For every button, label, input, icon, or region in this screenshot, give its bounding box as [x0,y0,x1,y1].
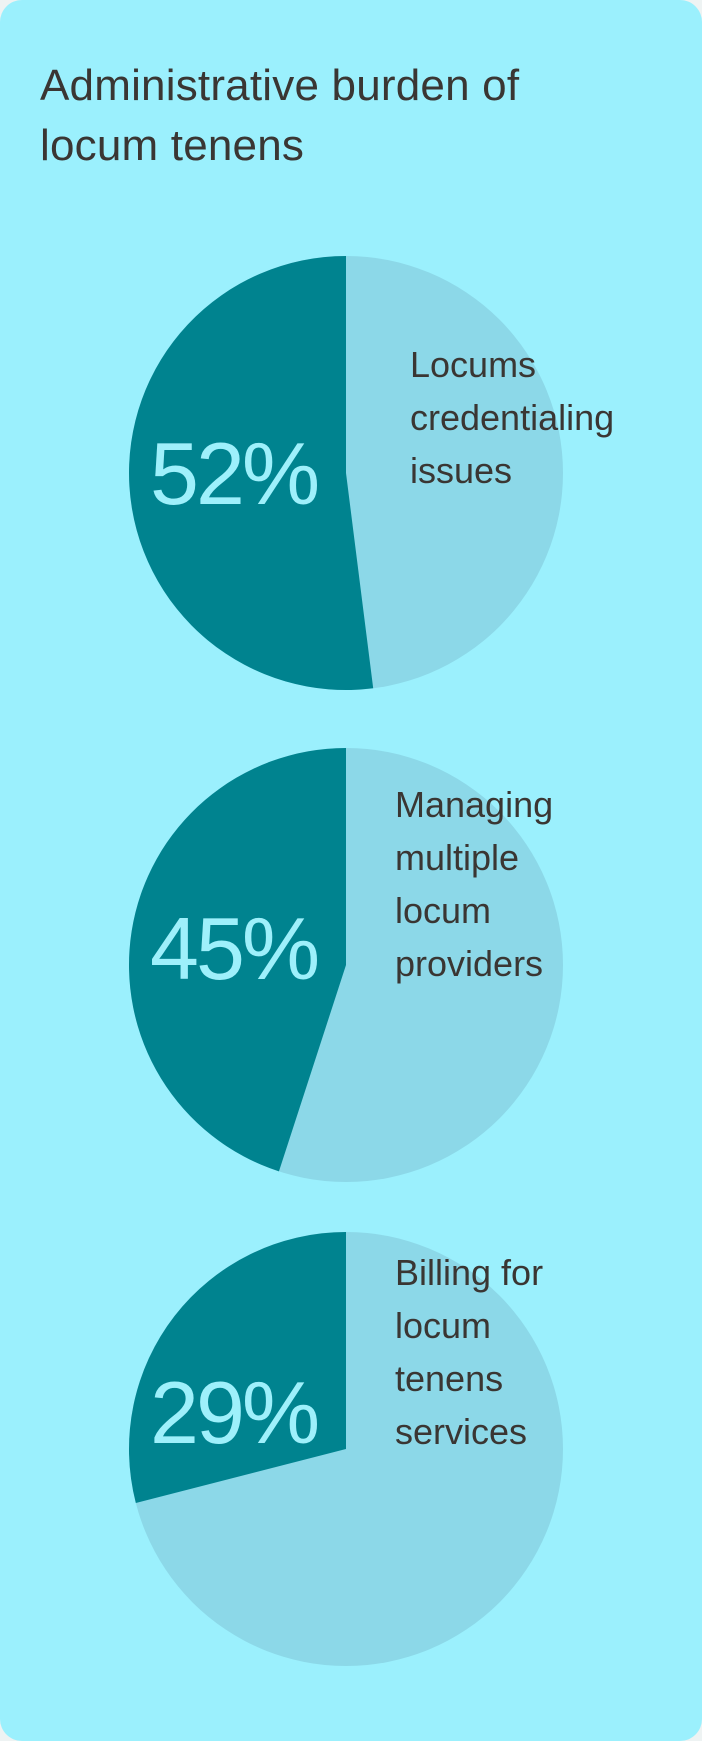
percent-value: 45% [150,899,320,998]
pie-highlight-slice [128,748,346,1172]
pie-label-line: locum [395,890,492,931]
percent-value: 52% [150,424,320,523]
percent-value: 29% [150,1363,320,1462]
pie-graphic [129,256,563,690]
pie-graphic [129,1232,563,1666]
pie-label: Billing for locum tenens services [395,1246,543,1458]
pie-label-line: issues [410,450,513,491]
pie-label-line: tenens [395,1358,504,1399]
pie-label-line: Billing for [395,1252,544,1293]
pie-chart-billing: 29% Billing for locum tenens services [0,1231,702,1671]
pie-chart-credentialing: 52% Locums credentialing issues [0,255,702,695]
chart-title-line-1: Administrative burden of [40,61,520,110]
chart-title-line-2: locum tenens [40,121,305,170]
pie-label-line: multiple [395,837,520,878]
pie-label: Managing multiple locum providers [395,778,553,990]
pie-label-line: Managing [395,784,554,825]
pie-label-line: providers [395,943,544,984]
pie-highlight-slice [129,1232,346,1503]
pie-label-line: credentialing [410,397,615,438]
pie-label-line: Locums [410,344,537,385]
pie-label-line: services [395,1411,528,1452]
pie-graphic [128,748,563,1182]
pie-label: Locums credentialing issues [410,338,614,497]
chart-title: Administrative burden of locum tenens [40,56,680,176]
pie-highlight-slice [129,256,374,690]
pie-label-line: locum [395,1305,492,1346]
pie-chart-managing-providers: 45% Managing multiple locum providers [0,747,702,1187]
